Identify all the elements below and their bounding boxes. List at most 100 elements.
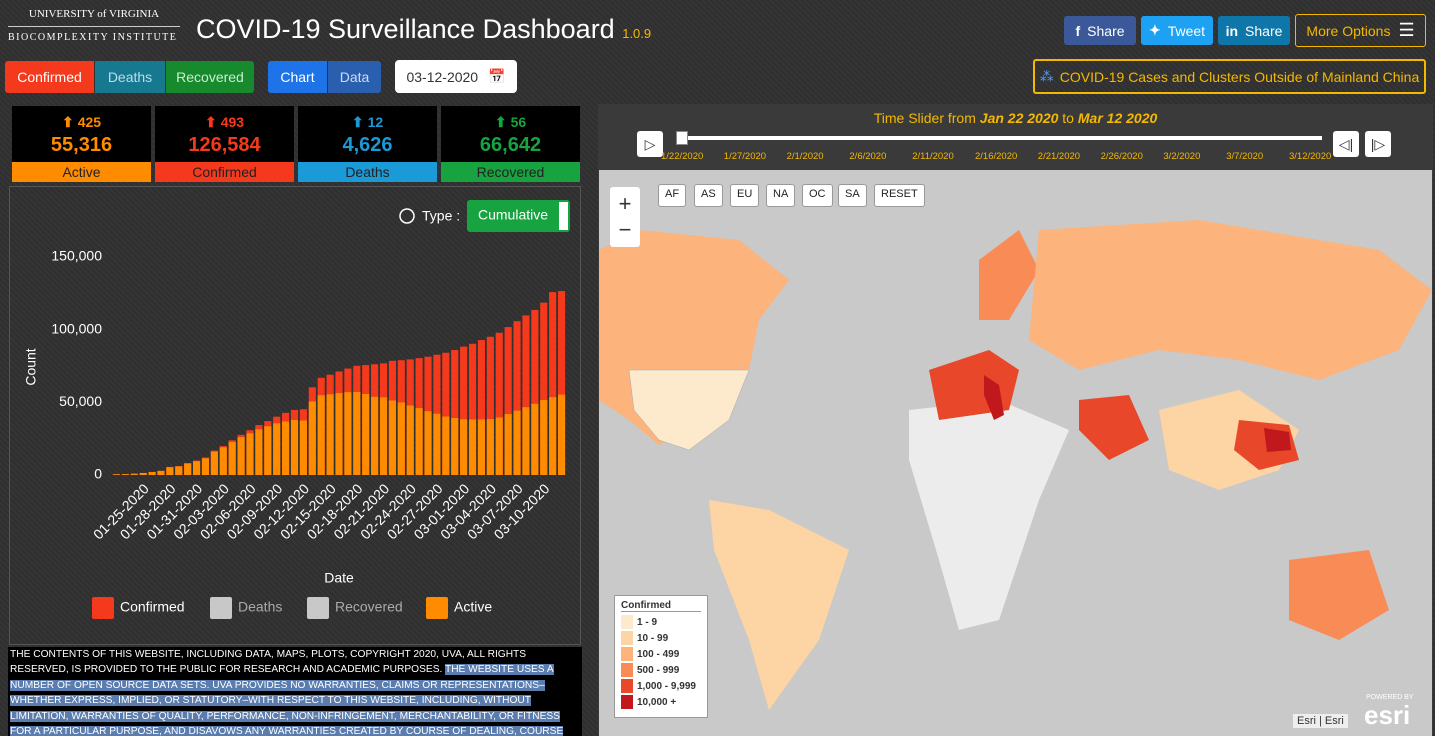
stat-card: ⬆ 425 55,316 Active: [12, 106, 151, 182]
region-button[interactable]: EU: [730, 184, 760, 207]
bar: [531, 309, 539, 475]
legend-label: 10,000 +: [637, 696, 677, 708]
y-tick-label: 150,000: [51, 248, 102, 264]
bar: [353, 392, 361, 475]
stat-change: ⬆ 56: [441, 114, 580, 131]
arrow: ⬆: [494, 114, 507, 130]
metric-confirmed[interactable]: Confirmed: [5, 61, 94, 93]
legend-label: Active: [454, 599, 492, 615]
bar: [388, 400, 396, 475]
y-tick-label: 50,000: [59, 393, 102, 409]
bar: [175, 466, 183, 475]
slider-thumb[interactable]: [676, 131, 688, 145]
change: 493: [220, 114, 245, 130]
legend-row: 500 - 999: [621, 662, 701, 678]
stat-label: Deaths: [298, 162, 437, 182]
zoom[interactable]: + −: [610, 187, 640, 247]
bar: [228, 442, 236, 475]
legend-swatch: [621, 679, 633, 693]
legend-label: 10 - 99: [637, 632, 669, 644]
change: 12: [367, 114, 384, 130]
region-button[interactable]: OC: [802, 184, 833, 207]
stat-value: 4,626: [342, 134, 393, 156]
bar: [157, 470, 165, 475]
legend-swatch: [621, 615, 633, 629]
label: Share: [1245, 22, 1283, 39]
zoom-out[interactable]: −: [618, 217, 632, 242]
bar: [557, 394, 566, 475]
bar: [540, 400, 548, 475]
bar: [148, 472, 156, 475]
region-button[interactable]: SA: [838, 184, 867, 207]
region-button[interactable]: RESET: [874, 184, 925, 207]
bar: [130, 473, 138, 475]
clusters-link[interactable]: ⁂ COVID-19 Cases and Clusters Outside of …: [1033, 59, 1426, 94]
bar: [522, 315, 530, 475]
region-button[interactable]: NA: [766, 184, 796, 207]
zoom-in[interactable]: +: [618, 191, 632, 216]
legend-label: 100 - 499: [637, 648, 680, 660]
bar: [201, 458, 210, 475]
step-forward[interactable]: |▷: [1365, 131, 1391, 157]
date-picker[interactable]: 03-12-2020 📅: [395, 60, 517, 93]
slider-tick-label: 1/22/2020: [661, 151, 704, 162]
metric-recovered[interactable]: Recovered: [166, 61, 254, 93]
slider-tick-label: 2/21/2020: [1037, 151, 1081, 162]
type-toggle[interactable]: [467, 200, 570, 232]
slider-tick-label: 2/16/2020: [975, 151, 1018, 162]
legend-swatch: [621, 631, 633, 645]
bar: [415, 408, 423, 475]
bar: [477, 419, 485, 475]
share-linkedin[interactable]: in Share: [1218, 16, 1290, 45]
bar: [433, 413, 441, 475]
land: [984, 375, 1004, 420]
legend-label: 500 - 999: [637, 664, 680, 676]
slider-tick-label: 3/2/2020: [1163, 151, 1201, 162]
stat-value: 66,642: [479, 134, 542, 156]
chart-panel: [9, 186, 581, 645]
legend-swatch: [92, 597, 114, 619]
bar: [495, 417, 503, 475]
esri-logo: esri: [1364, 700, 1411, 730]
region-button[interactable]: AF: [658, 184, 687, 207]
t: Jan 22 2020: [979, 110, 1059, 126]
slider-tick-label: 3/12/2020: [1289, 151, 1332, 162]
bar: [513, 410, 521, 475]
share-facebook[interactable]: f Share: [1064, 16, 1136, 45]
share-twitter[interactable]: ✦ Tweet: [1141, 16, 1213, 45]
label: Share: [1087, 22, 1125, 39]
bar: [442, 352, 450, 475]
legend-label: Confirmed: [120, 599, 185, 615]
view-data[interactable]: Data: [328, 61, 381, 93]
stat-value: 126,584: [188, 134, 261, 156]
region-button[interactable]: AS: [694, 184, 723, 207]
bar: [290, 419, 299, 475]
land: [1264, 428, 1291, 452]
legend-row: 1 - 9: [621, 614, 701, 630]
slider-tick-label: 2/26/2020: [1100, 151, 1143, 162]
bar: [424, 411, 432, 475]
more-options[interactable]: More Options ☰: [1295, 14, 1426, 47]
bar: [308, 401, 316, 475]
change: 425: [77, 114, 102, 130]
bar: [486, 419, 494, 475]
bar: [406, 405, 414, 475]
view-chart[interactable]: Chart: [268, 61, 327, 93]
bar: [451, 417, 459, 475]
version: 1.0.9: [622, 26, 652, 41]
bar: [522, 407, 530, 475]
bar: [193, 461, 201, 475]
legend-row: 10 - 99: [621, 630, 701, 646]
legend-label: 1,000 - 9,999: [637, 680, 696, 692]
title: COVID-19 Surveillance Dashboard 1.0.9: [196, 14, 651, 45]
t: Time Slider from: [873, 110, 976, 126]
play[interactable]: ▷: [637, 131, 663, 157]
logo: UNIVERSITY of VIRGINIA BIOCOMPLEXITY INS…: [8, 8, 180, 43]
type-label: Type :: [422, 208, 460, 224]
step-back[interactable]: ◁|: [1333, 131, 1359, 157]
legend-label: 1 - 9: [637, 616, 658, 628]
metric-deaths[interactable]: Deaths: [95, 61, 165, 93]
bar: [246, 433, 254, 475]
stat-label: Recovered: [441, 162, 580, 182]
powered: POWERED BY: [1366, 694, 1414, 701]
